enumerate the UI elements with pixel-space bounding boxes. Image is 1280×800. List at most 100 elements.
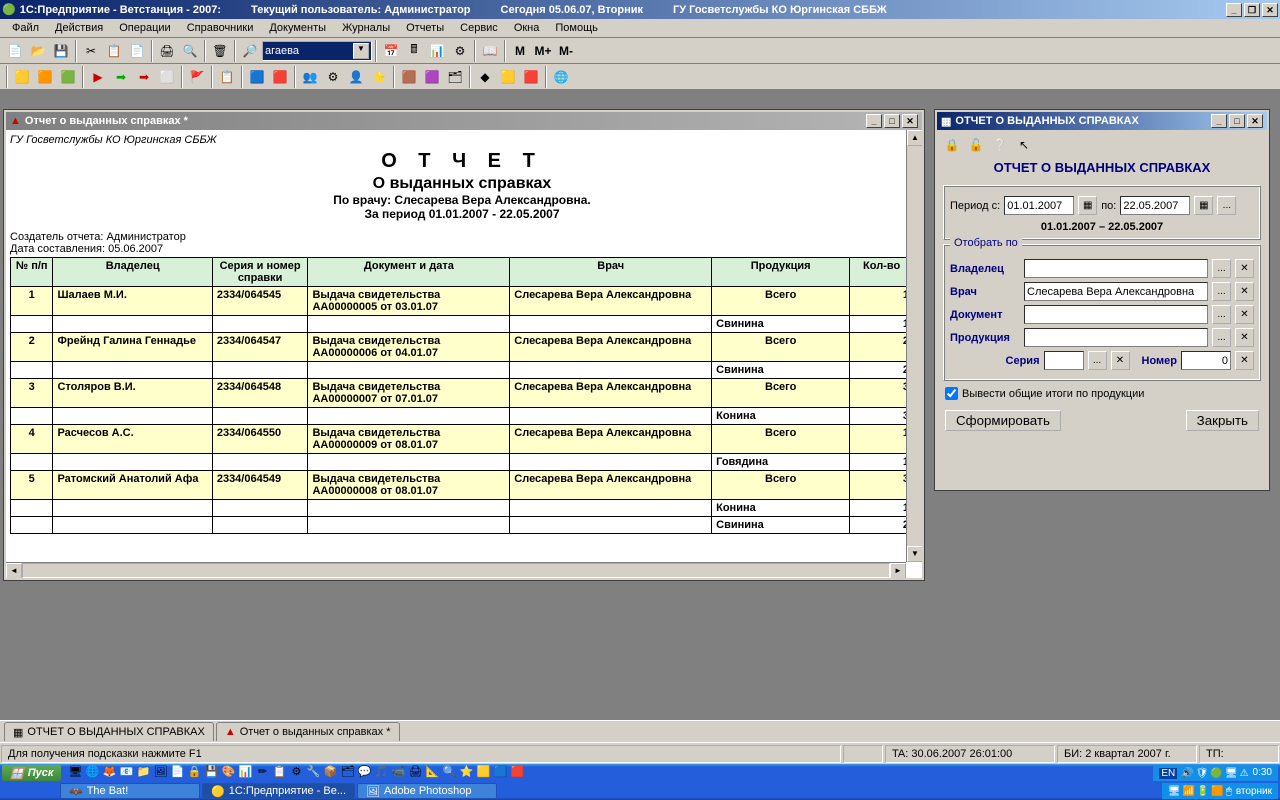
copy-icon[interactable]: 📋: [103, 40, 125, 62]
table-subrow[interactable]: Говядина1: [11, 454, 914, 471]
ellipsis-button[interactable]: ...: [1212, 259, 1231, 278]
ellipsis-button[interactable]: ...: [1217, 196, 1236, 215]
ql-icon[interactable]: 🖼: [152, 765, 168, 781]
hscrollbar[interactable]: ◄ ►: [6, 562, 906, 578]
table-row[interactable]: 2Фрейнд Галина Геннадье2334/064547Выдача…: [11, 333, 914, 362]
ellipsis-button[interactable]: ...: [1212, 282, 1231, 301]
period-from-input[interactable]: [1004, 196, 1074, 215]
ql-icon[interactable]: 📧: [118, 765, 134, 781]
table-subrow[interactable]: Свинина1: [11, 316, 914, 333]
tray-icon[interactable]: 🔊: [1181, 768, 1193, 779]
ql-icon[interactable]: 📹: [390, 765, 406, 781]
window-tab[interactable]: ▲Отчет о выданных справках *: [216, 722, 400, 741]
icon[interactable]: ▶: [87, 66, 109, 88]
maximize-button[interactable]: □: [884, 114, 900, 128]
close-button[interactable]: ✕: [1247, 114, 1263, 128]
minimize-button[interactable]: _: [1211, 114, 1227, 128]
tray-icon[interactable]: ⚠: [1240, 768, 1249, 779]
table-row[interactable]: 4Расчесов А.С.2334/064550Выдача свидетел…: [11, 425, 914, 454]
ql-icon[interactable]: 🗂: [339, 765, 355, 781]
tool-icon[interactable]: 🖩: [403, 40, 425, 62]
tray-icon[interactable]: 🖥: [1168, 786, 1181, 797]
find-icon[interactable]: 🔎: [239, 40, 261, 62]
ellipsis-button[interactable]: ...: [1088, 351, 1107, 370]
tray-icon[interactable]: 🖱: [1226, 786, 1232, 797]
ql-icon[interactable]: 📐: [424, 765, 440, 781]
icon[interactable]: ⚙: [322, 66, 344, 88]
delete-icon[interactable]: 🗑: [209, 40, 231, 62]
task-button[interactable]: 🟡 1С:Предприятие - Ве...: [202, 783, 355, 799]
icon[interactable]: 🗂: [444, 66, 466, 88]
calendar-icon[interactable]: ▦: [1078, 196, 1097, 215]
icon[interactable]: 🚩: [186, 66, 208, 88]
task-button[interactable]: 🦇 The Bat!: [60, 783, 200, 799]
ql-icon[interactable]: 🦊: [101, 765, 117, 781]
ql-icon[interactable]: 📄: [169, 765, 185, 781]
tray-icon[interactable]: 🔋: [1197, 786, 1209, 797]
icon[interactable]: 🟧: [34, 66, 56, 88]
ql-icon[interactable]: 🎨: [220, 765, 236, 781]
table-subrow[interactable]: Конина3: [11, 408, 914, 425]
icon[interactable]: 🟨: [497, 66, 519, 88]
icon[interactable]: 🟥: [520, 66, 542, 88]
combo-dropdown-icon[interactable]: ▼: [353, 43, 369, 59]
clear-button[interactable]: ✕: [1235, 282, 1254, 301]
ql-icon[interactable]: 🔧: [305, 765, 321, 781]
paste-icon[interactable]: 📄: [126, 40, 148, 62]
icon[interactable]: 🔒: [941, 134, 963, 156]
tray-icon[interactable]: 🖥: [1225, 768, 1238, 779]
close-button[interactable]: ✕: [1262, 3, 1278, 17]
preview-icon[interactable]: 🔍: [179, 40, 201, 62]
menu-docs[interactable]: Документы: [261, 20, 334, 36]
menu-service[interactable]: Сервис: [452, 20, 506, 36]
ql-icon[interactable]: 🖥: [67, 765, 83, 781]
run-button[interactable]: Сформировать: [945, 410, 1061, 431]
restore-button[interactable]: ❐: [1244, 3, 1260, 17]
ql-icon[interactable]: 📁: [135, 765, 151, 781]
search-combo[interactable]: агаева▼: [262, 41, 372, 61]
icon[interactable]: 🟥: [269, 66, 291, 88]
ql-icon[interactable]: 💬: [356, 765, 372, 781]
maximize-button[interactable]: □: [1229, 114, 1245, 128]
ql-icon[interactable]: 📋: [271, 765, 287, 781]
icon[interactable]: 🟫: [398, 66, 420, 88]
menu-windows[interactable]: Окна: [506, 20, 548, 36]
ql-icon[interactable]: ⭐: [458, 765, 474, 781]
clear-button[interactable]: ✕: [1235, 328, 1254, 347]
help-icon[interactable]: ❔: [989, 134, 1011, 156]
icon[interactable]: 🔓: [965, 134, 987, 156]
icon[interactable]: ◆: [474, 66, 496, 88]
owner-input[interactable]: [1024, 259, 1208, 278]
window-tab[interactable]: ▦ОТЧЕТ О ВЫДАННЫХ СПРАВКАХ: [4, 722, 214, 741]
minimize-button[interactable]: _: [866, 114, 882, 128]
print-icon[interactable]: 🖨: [156, 40, 178, 62]
icon[interactable]: 🟦: [246, 66, 268, 88]
tool-icon[interactable]: ⚙: [449, 40, 471, 62]
menu-journals[interactable]: Журналы: [334, 20, 398, 36]
doctor-input[interactable]: [1024, 282, 1208, 301]
ql-icon[interactable]: 📦: [322, 765, 338, 781]
ql-icon[interactable]: 🌐: [84, 765, 100, 781]
ql-icon[interactable]: ✏: [254, 765, 270, 781]
tool-icon[interactable]: 📊: [426, 40, 448, 62]
icon[interactable]: 📋: [216, 66, 238, 88]
menu-help[interactable]: Помощь: [547, 20, 606, 36]
clear-button[interactable]: ✕: [1111, 351, 1130, 370]
ql-icon[interactable]: 📊: [237, 765, 253, 781]
menu-file[interactable]: Файл: [4, 20, 47, 36]
lang-indicator[interactable]: EN: [1159, 768, 1177, 779]
tray-icon[interactable]: 🟧: [1211, 786, 1223, 797]
menu-refs[interactable]: Справочники: [179, 20, 262, 36]
icon[interactable]: 🟨: [11, 66, 33, 88]
ql-icon[interactable]: 🟥: [509, 765, 525, 781]
doc-input[interactable]: [1024, 305, 1208, 324]
icon[interactable]: ⬜: [156, 66, 178, 88]
menu-actions[interactable]: Действия: [47, 20, 111, 36]
table-row[interactable]: 3Столяров В.И.2334/064548Выдача свидетел…: [11, 379, 914, 408]
icon[interactable]: 🌐: [550, 66, 572, 88]
icon[interactable]: ➡: [110, 66, 132, 88]
tray-icon[interactable]: 🟢: [1210, 768, 1222, 779]
table-row[interactable]: 1Шалаев М.И.2334/064545Выдача свидетельс…: [11, 287, 914, 316]
clear-button[interactable]: ✕: [1235, 259, 1254, 278]
ql-icon[interactable]: 🎵: [373, 765, 389, 781]
